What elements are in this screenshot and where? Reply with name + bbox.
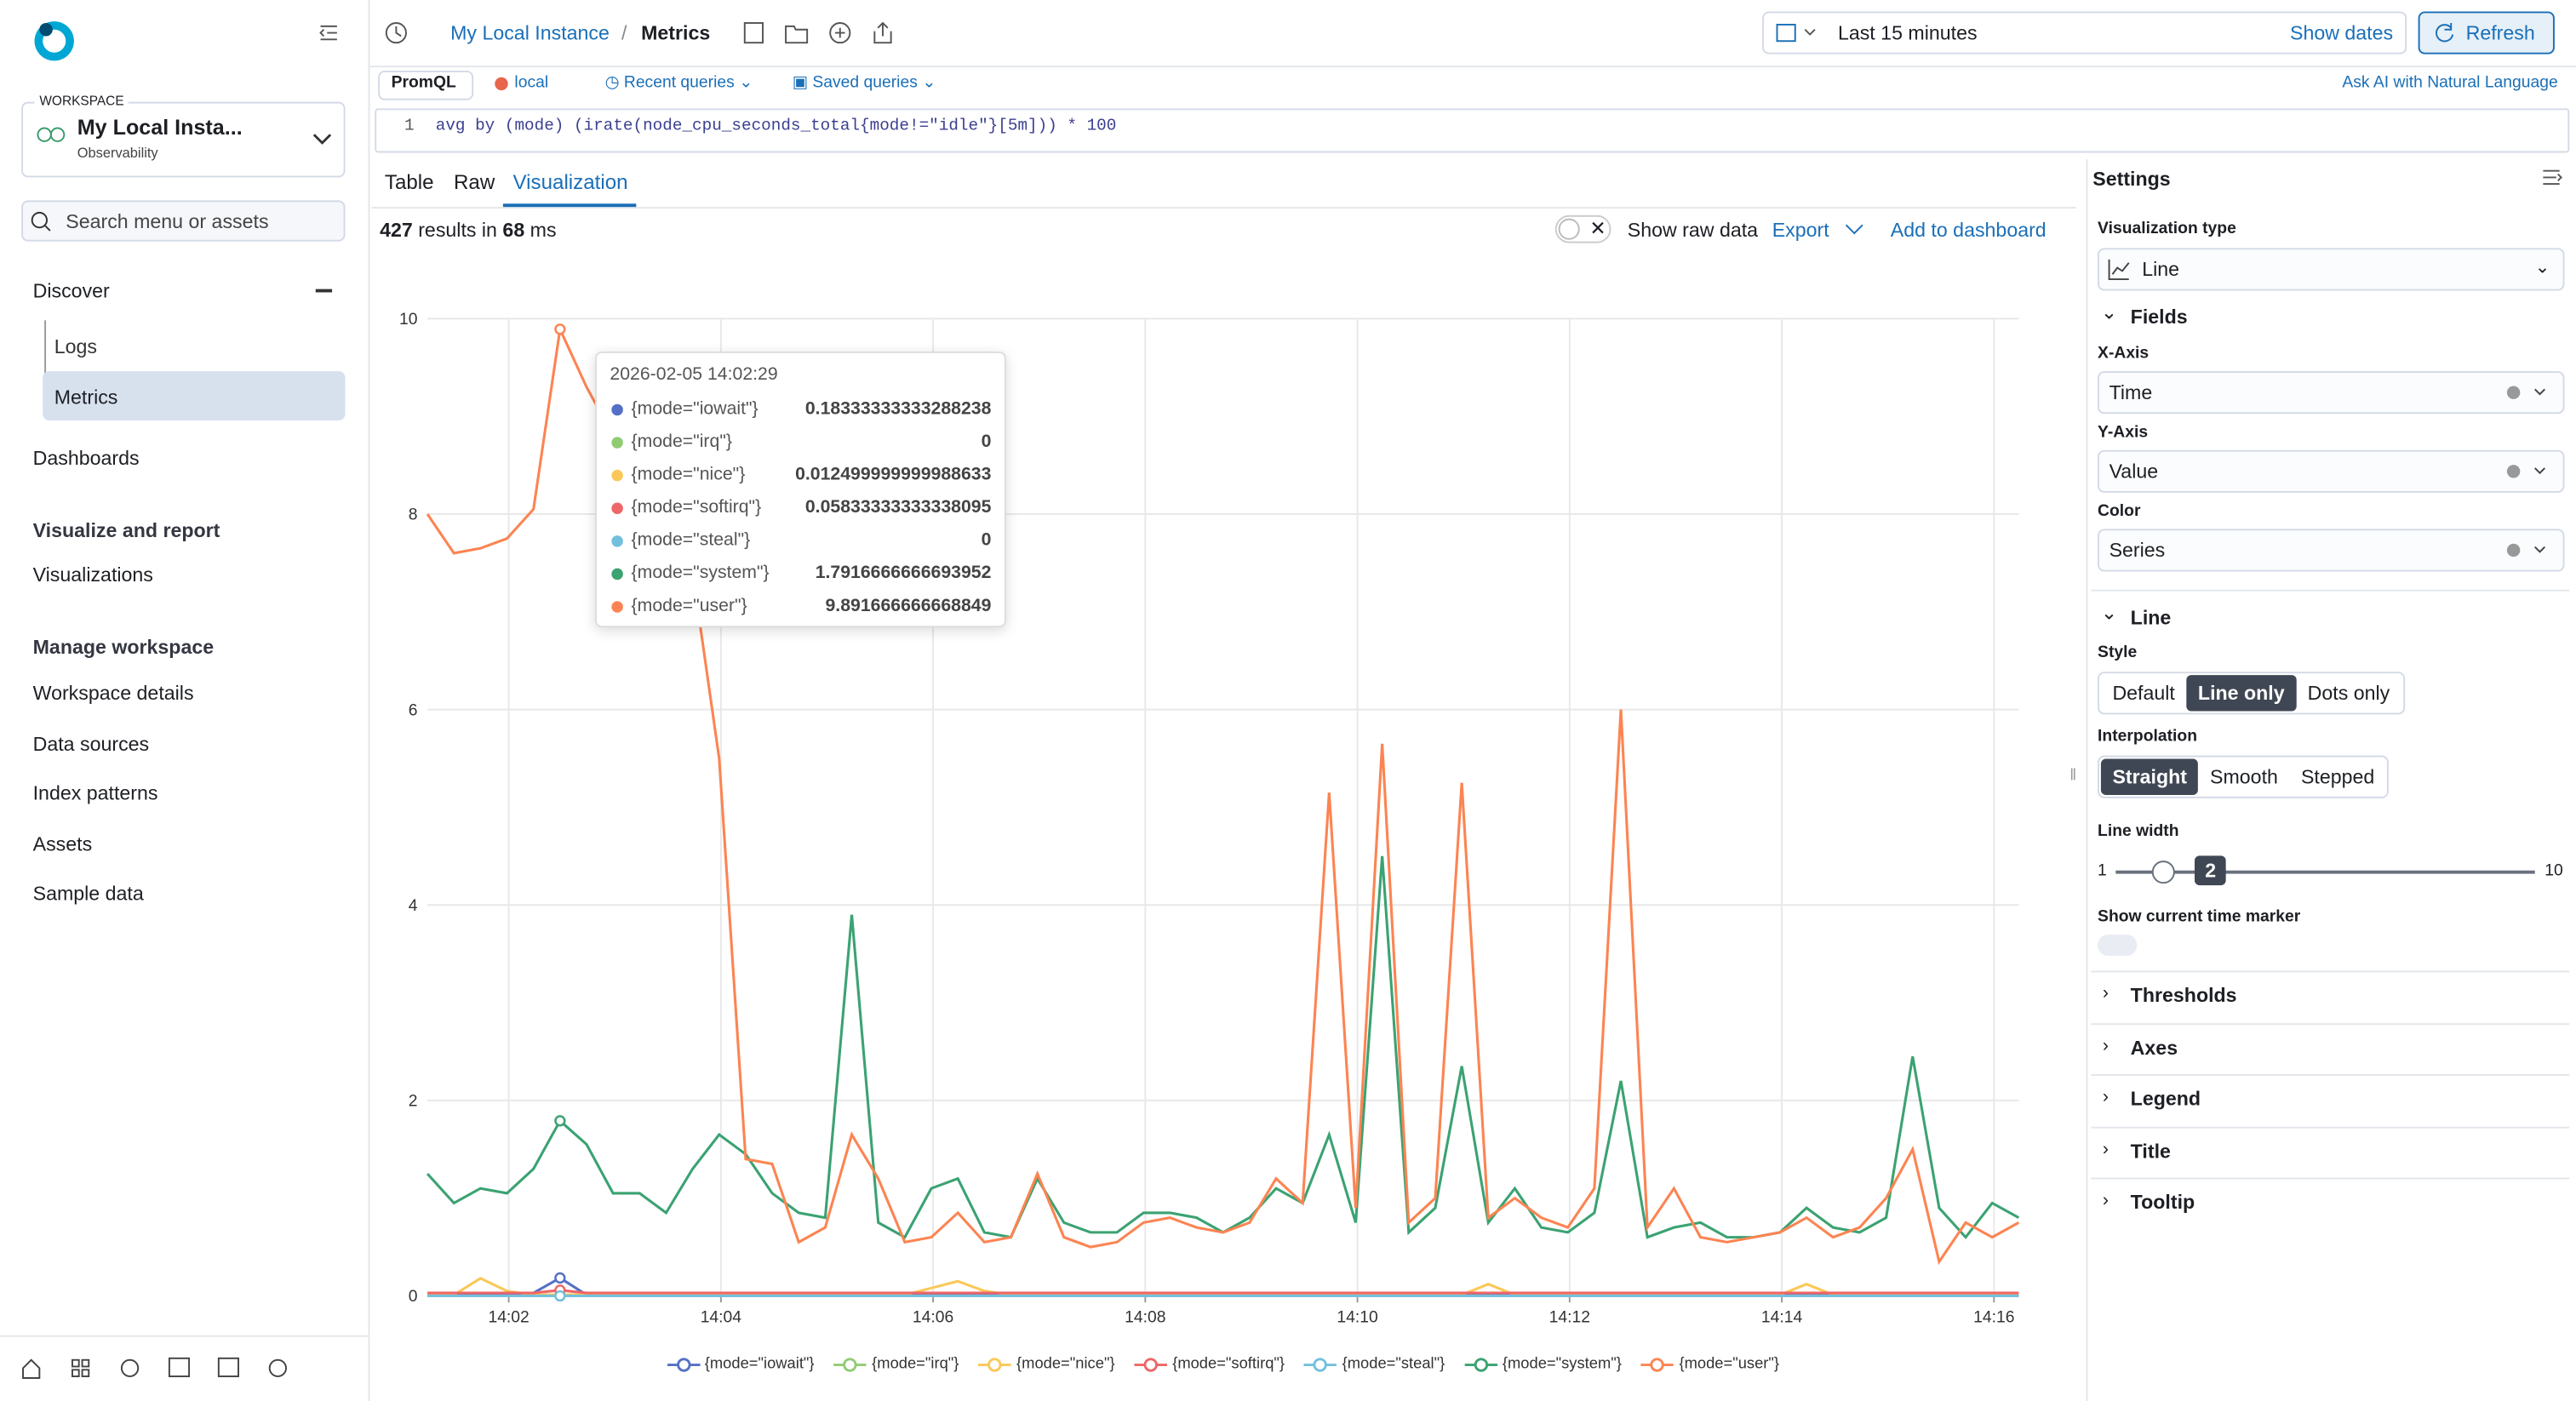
tooltip-dot: [611, 569, 623, 580]
tooltip-series: {mode="nice"}: [632, 465, 746, 484]
tab[interactable]: Visualization: [512, 171, 627, 194]
divider: [2091, 970, 2569, 972]
tooltip-series: {mode="system"}: [632, 563, 770, 583]
series-line: [427, 856, 2018, 1238]
legend-item[interactable]: {mode="user"}: [1641, 1355, 1779, 1373]
tooltip-value: 0: [982, 530, 992, 550]
x-tick-label: 14:04: [701, 1308, 742, 1326]
y-tick-label: 6: [409, 701, 418, 719]
tab[interactable]: Table: [385, 171, 434, 194]
x-tick-label: 14:12: [1549, 1308, 1590, 1326]
tooltip-value: 9.891666666668849: [825, 596, 991, 615]
legend-icon: [1304, 1356, 1337, 1372]
legend-item[interactable]: {mode="system"}: [1464, 1355, 1621, 1373]
section-chevron[interactable]: ›: [2103, 984, 2109, 1004]
tooltip-value: 0: [982, 432, 992, 452]
legend-icon: [1641, 1356, 1674, 1372]
legend-label: {mode="iowait"}: [705, 1355, 815, 1373]
legend-label: {mode="steal"}: [1342, 1355, 1445, 1373]
legend-label: {mode="nice"}: [1016, 1355, 1115, 1373]
legend-dot: [678, 1358, 690, 1370]
section-title[interactable]: Title: [2131, 1139, 2171, 1162]
legend-icon: [1135, 1356, 1168, 1372]
legend-label: {mode="system"}: [1503, 1355, 1622, 1373]
legend-label: {mode="irq"}: [872, 1355, 959, 1373]
tooltip: 2026-02-05 14:02:29 {mode="iowait"} 0.1833…: [595, 352, 1006, 627]
legend-dot: [1315, 1358, 1327, 1370]
tooltip-dot: [611, 437, 623, 449]
legend-icon: [1464, 1356, 1497, 1372]
tooltip-series: {mode="steal"}: [632, 530, 751, 550]
tooltip-series: {mode="softirq"}: [632, 498, 762, 518]
legend-dot: [1475, 1358, 1487, 1370]
section-title[interactable]: Tooltip: [2131, 1191, 2195, 1214]
legend-dot: [1652, 1358, 1664, 1370]
section-chevron[interactable]: ›: [2103, 1191, 2109, 1210]
section-chevron[interactable]: ›: [2103, 1139, 2109, 1158]
x-tick-label: 14:16: [1973, 1308, 2014, 1326]
legend-label: {mode="softirq"}: [1172, 1355, 1285, 1373]
hover-point: [555, 1116, 564, 1125]
y-tick-label: 8: [409, 506, 418, 524]
legend-item[interactable]: {mode="irq"}: [834, 1355, 959, 1373]
legend-item[interactable]: {mode="iowait"}: [667, 1355, 814, 1373]
x-tick-label: 14:14: [1761, 1308, 1803, 1326]
section-title[interactable]: Legend: [2131, 1087, 2201, 1110]
tooltip-dot: [611, 470, 623, 482]
tooltip-series: {mode="irq"}: [632, 432, 732, 452]
legend-dot: [844, 1358, 856, 1370]
legend: {mode="iowait"} {mode="irq"} {mode="nice"}…: [371, 1355, 2075, 1373]
tooltip-value: 0.05833333333338095: [805, 498, 992, 518]
tooltip-title: 2026-02-05 14:02:29: [610, 364, 777, 384]
divider: [2091, 1074, 2569, 1076]
divider: [2091, 1178, 2569, 1180]
y-tick-label: 10: [399, 311, 417, 329]
legend-item[interactable]: {mode="steal"}: [1304, 1355, 1445, 1373]
legend-item[interactable]: {mode="nice"}: [979, 1355, 1115, 1373]
tooltip-dot: [611, 535, 623, 547]
divider: [2091, 1126, 2569, 1128]
tooltip-dot: [611, 502, 623, 514]
y-tick-label: 4: [409, 897, 418, 915]
tab[interactable]: Raw: [454, 171, 495, 194]
legend-icon: [667, 1356, 700, 1372]
legend-item[interactable]: {mode="softirq"}: [1135, 1355, 1285, 1373]
series-line: [427, 1290, 2018, 1293]
tab-underline: [503, 203, 636, 207]
section-title[interactable]: Thresholds: [2131, 984, 2237, 1007]
x-tick-label: 14:02: [488, 1308, 529, 1326]
y-tick-label: 0: [409, 1288, 418, 1306]
divider: [2091, 1022, 2569, 1024]
tooltip-value: 1.7916666666693952: [816, 563, 992, 583]
legend-label: {mode="user"}: [1679, 1355, 1779, 1373]
hover-point: [555, 1273, 564, 1283]
x-tick-label: 14:08: [1125, 1308, 1165, 1326]
section-title[interactable]: Axes: [2131, 1036, 2178, 1059]
x-tick-label: 14:06: [913, 1308, 953, 1326]
x-tick-label: 14:10: [1337, 1308, 1377, 1326]
tooltip-dot: [611, 404, 623, 416]
tooltip-series: {mode="user"}: [632, 596, 747, 615]
section-chevron[interactable]: ›: [2103, 1036, 2109, 1055]
hover-point: [555, 1291, 564, 1301]
tooltip-dot: [611, 601, 623, 613]
y-tick-label: 2: [409, 1093, 418, 1111]
hover-point: [555, 324, 564, 334]
section-chevron[interactable]: ›: [2103, 1087, 2109, 1107]
legend-icon: [979, 1356, 1012, 1372]
tooltip-value: 0.18333333333288238: [805, 399, 992, 419]
tooltip-series: {mode="iowait"}: [632, 399, 758, 419]
legend-icon: [834, 1356, 867, 1372]
legend-dot: [1145, 1358, 1157, 1370]
legend-dot: [989, 1358, 1001, 1370]
tooltip-value: 0.012499999999988633: [795, 465, 991, 484]
